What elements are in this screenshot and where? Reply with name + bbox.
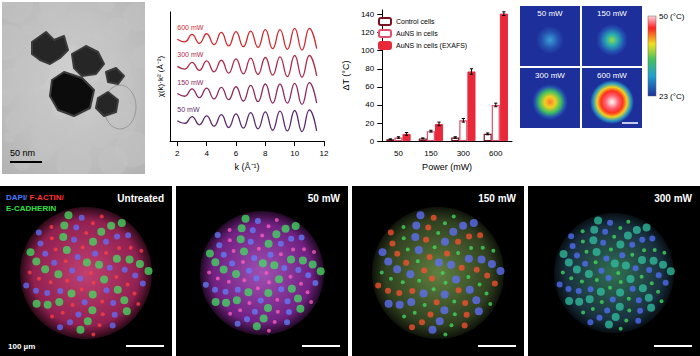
svg-text:2: 2 bbox=[175, 149, 180, 158]
svg-text:100: 100 bbox=[361, 46, 375, 55]
svg-text:80: 80 bbox=[365, 64, 374, 73]
svg-text:50 mW: 50 mW bbox=[537, 9, 563, 18]
svg-text:140: 140 bbox=[361, 10, 375, 19]
svg-text:50: 50 bbox=[394, 149, 403, 158]
svg-text:300 mW: 300 mW bbox=[654, 193, 692, 204]
svg-text:χ(k)·k² (Å⁻²): χ(k)·k² (Å⁻²) bbox=[156, 56, 165, 98]
svg-text:12: 12 bbox=[320, 149, 329, 158]
svg-text:600 mW: 600 mW bbox=[597, 71, 627, 80]
svg-text:100 µm: 100 µm bbox=[8, 342, 35, 351]
svg-text:50 mW: 50 mW bbox=[308, 193, 341, 204]
svg-text:4: 4 bbox=[204, 149, 209, 158]
svg-text:50 nm: 50 nm bbox=[10, 148, 35, 158]
svg-text:E-CADHERIN: E-CADHERIN bbox=[6, 204, 56, 213]
svg-text:150: 150 bbox=[424, 149, 438, 158]
svg-text:20: 20 bbox=[365, 119, 374, 128]
svg-text:120: 120 bbox=[361, 28, 375, 37]
svg-text:ΔT (°C): ΔT (°C) bbox=[341, 61, 351, 91]
svg-text:300: 300 bbox=[457, 149, 471, 158]
svg-text:600 mW: 600 mW bbox=[177, 24, 203, 31]
svg-text:AuNS in cells: AuNS in cells bbox=[396, 30, 438, 37]
svg-text:150 mW: 150 mW bbox=[177, 79, 203, 86]
svg-text:150 mW: 150 mW bbox=[478, 193, 516, 204]
svg-text:AuNS in cells (EXAFS): AuNS in cells (EXAFS) bbox=[396, 42, 467, 50]
svg-text:Control cells: Control cells bbox=[396, 18, 435, 25]
svg-text:Untreated: Untreated bbox=[117, 193, 164, 204]
svg-text:6: 6 bbox=[234, 149, 239, 158]
svg-text:50 (°C): 50 (°C) bbox=[659, 12, 685, 21]
svg-text:300 mW: 300 mW bbox=[177, 51, 203, 58]
svg-text:23 (°C): 23 (°C) bbox=[659, 92, 685, 101]
svg-text:0: 0 bbox=[370, 137, 375, 146]
svg-text:600: 600 bbox=[489, 149, 503, 158]
svg-text:150 mW: 150 mW bbox=[597, 9, 627, 18]
svg-text:50 mW: 50 mW bbox=[177, 106, 200, 113]
svg-text:10: 10 bbox=[290, 149, 299, 158]
svg-text:300 mW: 300 mW bbox=[535, 71, 565, 80]
svg-text:8: 8 bbox=[263, 149, 268, 158]
svg-text:Power (mW): Power (mW) bbox=[422, 162, 472, 172]
svg-text:DAPI/ F-ACTIN/: DAPI/ F-ACTIN/ bbox=[6, 193, 65, 202]
svg-text:40: 40 bbox=[365, 100, 374, 109]
svg-text:k (Å⁻¹): k (Å⁻¹) bbox=[235, 162, 260, 172]
svg-text:60: 60 bbox=[365, 82, 374, 91]
